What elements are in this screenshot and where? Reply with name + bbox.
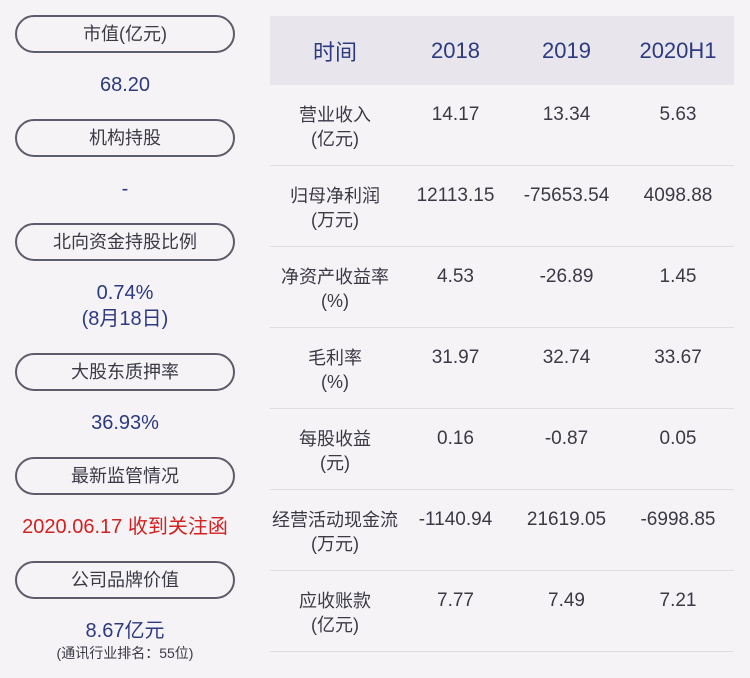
northbound-date: (8月18日) — [81, 308, 169, 330]
table-header: 时间 2018 2019 2020H1 — [270, 16, 734, 85]
table-row: 归母净利润 (万元) 12113.15 -75653.54 4098.88 — [270, 166, 734, 247]
header-year: 2019 — [542, 37, 591, 63]
pledge-label: 大股东质押率 — [15, 353, 235, 391]
table-cell: 31.97 — [431, 347, 480, 368]
table-cell: 21619.05 — [526, 509, 607, 530]
table-cell: 7.77 — [437, 590, 474, 611]
table-row: 经营活动现金流 (万元) -1140.94 21619.05 -6998.85 — [270, 490, 734, 571]
market-cap-value: 68.20 — [99, 74, 151, 96]
header-time: 时间 — [312, 39, 357, 65]
table-cell: 1.45 — [659, 266, 697, 287]
table-cell: -0.87 — [544, 428, 589, 449]
pledge-value: 36.93% — [91, 412, 159, 434]
table-cell: -75653.54 — [523, 185, 610, 206]
regulation-label: 最新监管情况 — [15, 457, 235, 495]
row-label: 营业收入 (亿元) — [299, 105, 371, 149]
table-row: 营业收入 (亿元) 14.17 13.34 5.63 — [270, 85, 734, 166]
table-row: 净资产收益率 (%) 4.53 -26.89 1.45 — [270, 247, 734, 328]
table-cell: 13.34 — [542, 104, 591, 125]
summary-panel: 市值(亿元) 68.20 机构持股 - 北向资金持股比例 0.74% (8月18… — [0, 0, 250, 678]
brand-label: 公司品牌价值 — [15, 561, 235, 599]
table-row: 每股收益 (元) 0.16 -0.87 0.05 — [270, 409, 734, 490]
table-cell: 7.49 — [548, 590, 585, 611]
table-cell: 0.05 — [659, 428, 697, 449]
table-cell: 4.53 — [437, 266, 474, 287]
row-label: 应收账款 (亿元) — [299, 591, 371, 635]
table-cell: -1140.94 — [418, 509, 493, 530]
table-cell: -26.89 — [539, 266, 594, 287]
northbound-label: 北向资金持股比例 — [15, 223, 235, 261]
market-cap-label: 市值(亿元) — [15, 15, 235, 53]
table-cell: 12113.15 — [416, 185, 495, 206]
row-label: 经营活动现金流 (万元) — [272, 510, 398, 554]
table-cell: 4098.88 — [643, 185, 713, 206]
row-label: 归母净利润 (万元) — [290, 186, 380, 230]
northbound-value: 0.74% — [96, 282, 154, 304]
header-year: 2018 — [431, 37, 480, 63]
table-row: 毛利率 (%) 31.97 32.74 33.67 — [270, 328, 734, 409]
table-cell: 0.16 — [437, 428, 474, 449]
brand-value: 8.67亿元 — [85, 620, 165, 642]
table-row: 应收账款 (亿元) 7.77 7.49 7.21 — [270, 571, 734, 652]
table-cell: 7.21 — [659, 590, 697, 611]
row-label: 毛利率 (%) — [308, 348, 362, 392]
header-year: 2020H1 — [639, 37, 717, 63]
table-cell: -6998.85 — [640, 509, 716, 530]
institution-label: 机构持股 — [15, 119, 235, 157]
row-label: 每股收益 (元) — [299, 429, 371, 473]
brand-rank: (通讯行业排名：55位) — [56, 645, 194, 661]
financial-table: 时间 2018 2019 2020H1 营业收入 (亿元) 14.17 13.34… — [270, 16, 734, 652]
table-cell: 33.67 — [654, 347, 702, 368]
table-cell: 5.63 — [659, 104, 697, 125]
regulation-value: 2020.06.17 收到关注函 — [22, 516, 228, 538]
table-cell: 14.17 — [431, 104, 480, 125]
institution-value: - — [121, 178, 129, 200]
table-cell: 32.74 — [542, 347, 591, 368]
row-label: 净资产收益率 (%) — [281, 267, 389, 311]
